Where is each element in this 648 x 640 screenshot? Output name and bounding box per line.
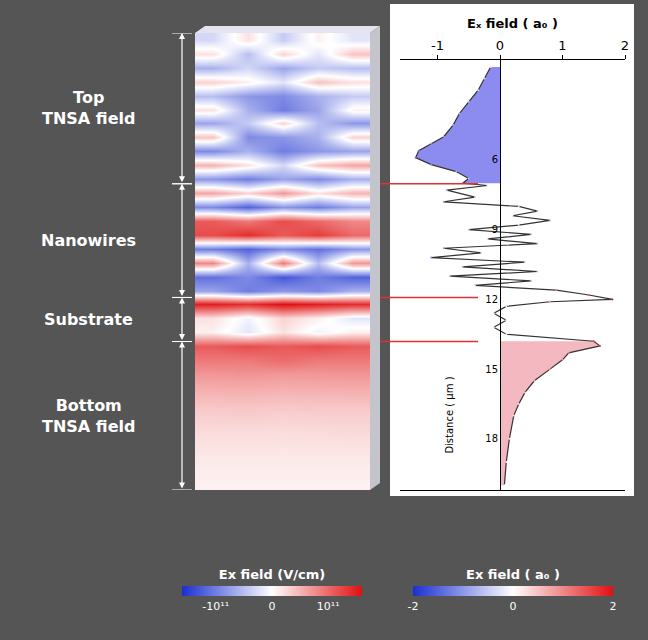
svg-text:Distance ( µm ): Distance ( µm ): [444, 376, 455, 453]
svg-text:-2: -2: [408, 600, 419, 613]
svg-text:18: 18: [485, 433, 498, 444]
svg-text:TopTNSA field: TopTNSA field: [42, 88, 135, 128]
svg-text:Ex field (V/cm): Ex field (V/cm): [219, 567, 325, 582]
svg-text:9: 9: [492, 224, 498, 235]
svg-text:Substrate: Substrate: [44, 310, 133, 329]
svg-text:0: 0: [496, 38, 504, 53]
svg-text:12: 12: [485, 294, 498, 305]
svg-text:-1: -1: [431, 38, 444, 53]
svg-text:1: 1: [558, 38, 566, 53]
svg-text:6: 6: [492, 154, 498, 165]
svg-text:Eₓ field ( a₀ ): Eₓ field ( a₀ ): [467, 16, 558, 31]
svg-text:2: 2: [621, 38, 629, 53]
svg-text:0: 0: [510, 600, 517, 613]
svg-text:Nanowires: Nanowires: [41, 231, 136, 250]
svg-text:BottomTNSA field: BottomTNSA field: [42, 396, 135, 436]
svg-text:15: 15: [485, 364, 498, 375]
svg-text:-10¹¹: -10¹¹: [202, 600, 229, 613]
svg-text:10¹¹: 10¹¹: [317, 600, 340, 613]
svg-text:2: 2: [610, 600, 617, 613]
svg-text:0: 0: [269, 600, 276, 613]
svg-text:Ex field ( a₀ ): Ex field ( a₀ ): [466, 567, 560, 582]
